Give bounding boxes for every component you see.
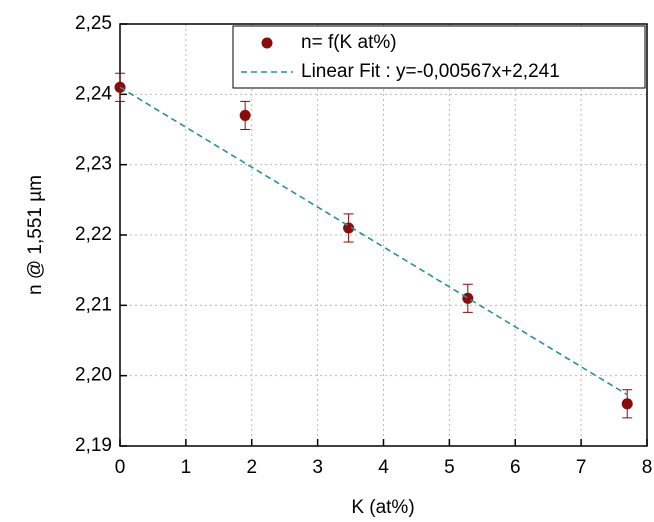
- y-tick-label: 2,23: [75, 154, 112, 175]
- legend-swatch: [261, 37, 273, 49]
- x-tick-label: 8: [642, 457, 653, 478]
- legend-label: Linear Fit : y=-0,00567x+2,241: [301, 61, 560, 82]
- x-tick-label: 6: [510, 457, 521, 478]
- plot-frame: [119, 23, 648, 447]
- x-tick-label: 4: [378, 457, 389, 478]
- y-tick-label: 2,19: [75, 435, 112, 456]
- fit-line: [119, 86, 628, 396]
- x-tick-label: 3: [312, 457, 323, 478]
- data-point: [462, 292, 474, 304]
- x-tick-label: 2: [246, 457, 257, 478]
- y-tick-label: 2,24: [75, 83, 112, 104]
- data-point: [343, 222, 355, 234]
- x-axis-label: K (at%): [351, 497, 414, 518]
- data-point: [239, 109, 251, 121]
- x-tick-label: 1: [181, 457, 192, 478]
- y-tick-label: 2,25: [75, 13, 112, 34]
- y-tick-label: 2,20: [75, 365, 112, 386]
- x-tick-label: 7: [576, 457, 587, 478]
- legend-box: [232, 25, 646, 89]
- y-tick-label: 2,22: [75, 224, 112, 245]
- data-point: [621, 398, 633, 410]
- legend-label: n= f(K at%): [301, 32, 397, 53]
- x-tick-label: 0: [115, 457, 126, 478]
- x-tick-label: 5: [444, 457, 455, 478]
- y-tick-label: 2,21: [75, 294, 112, 315]
- y-axis-label: n @ 1,551 µm: [25, 175, 46, 295]
